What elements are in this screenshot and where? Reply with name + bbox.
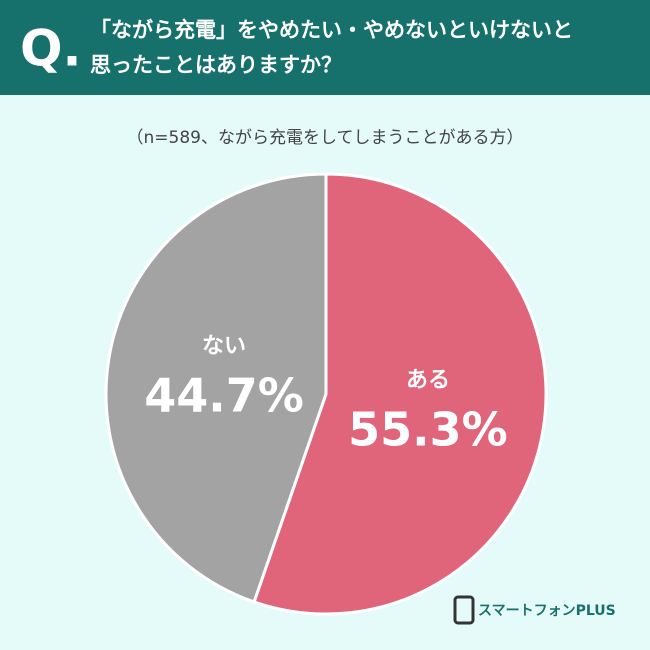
slice-value-label: 55.3% — [348, 403, 508, 457]
pie-slice — [104, 172, 328, 604]
slice-label: ある — [406, 368, 450, 393]
title-line: 思ったことはありますか？ — [90, 53, 342, 77]
logo: スマートフォンPLUS — [453, 595, 616, 625]
subtitle: （n=589、ながら充電をしてしまうことがある方） — [127, 128, 524, 148]
logo-text: スマートフォンPLUS — [478, 603, 616, 619]
question-marker: Q. — [20, 20, 82, 78]
logo-icon — [453, 595, 475, 625]
slice-value-label: 44.7% — [144, 368, 304, 422]
header-band — [0, 0, 650, 95]
title-line: 「ながら充電」をやめたい・やめないといけないと — [90, 18, 573, 42]
slice-label: ない — [202, 334, 246, 359]
